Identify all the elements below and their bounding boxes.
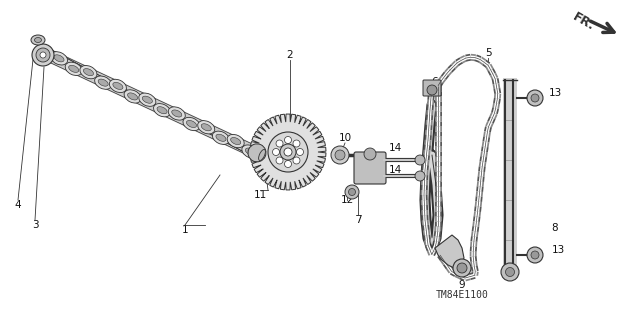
Circle shape	[501, 263, 519, 281]
Ellipse shape	[248, 144, 266, 162]
Ellipse shape	[54, 55, 64, 62]
Circle shape	[531, 94, 539, 102]
Circle shape	[345, 185, 359, 199]
Ellipse shape	[65, 62, 83, 76]
Ellipse shape	[230, 137, 241, 145]
Text: 4: 4	[15, 200, 21, 210]
Polygon shape	[45, 49, 271, 163]
Text: 8: 8	[552, 223, 558, 233]
Circle shape	[415, 171, 425, 181]
Ellipse shape	[68, 65, 79, 72]
Circle shape	[268, 132, 308, 172]
Circle shape	[457, 263, 467, 273]
Ellipse shape	[259, 150, 266, 160]
Ellipse shape	[186, 121, 196, 128]
Ellipse shape	[212, 131, 230, 145]
Ellipse shape	[227, 134, 244, 148]
Text: 11: 11	[253, 190, 267, 200]
Text: 9: 9	[459, 280, 465, 290]
Text: FR.: FR.	[570, 11, 596, 33]
Ellipse shape	[139, 93, 156, 106]
Circle shape	[427, 85, 437, 95]
Ellipse shape	[245, 148, 255, 155]
Ellipse shape	[80, 65, 97, 79]
Circle shape	[349, 189, 355, 196]
Ellipse shape	[124, 90, 141, 103]
Ellipse shape	[183, 117, 200, 131]
Circle shape	[284, 148, 292, 156]
Circle shape	[293, 157, 300, 164]
Ellipse shape	[127, 93, 138, 100]
Ellipse shape	[157, 107, 167, 114]
Text: 14: 14	[388, 143, 402, 153]
FancyBboxPatch shape	[354, 152, 386, 184]
Circle shape	[453, 259, 471, 277]
Ellipse shape	[32, 44, 54, 66]
Circle shape	[293, 140, 300, 147]
Circle shape	[364, 148, 376, 160]
Ellipse shape	[51, 52, 68, 65]
Ellipse shape	[83, 69, 93, 76]
Circle shape	[527, 90, 543, 106]
Text: 3: 3	[32, 220, 38, 230]
Ellipse shape	[36, 48, 50, 62]
Text: 2: 2	[287, 50, 293, 60]
Ellipse shape	[35, 38, 42, 42]
Ellipse shape	[95, 76, 112, 89]
Ellipse shape	[98, 79, 108, 86]
Ellipse shape	[31, 35, 45, 45]
Circle shape	[335, 150, 345, 160]
Text: 14: 14	[388, 165, 402, 175]
Ellipse shape	[168, 107, 186, 120]
Ellipse shape	[201, 124, 211, 131]
Ellipse shape	[172, 110, 182, 117]
Ellipse shape	[242, 145, 259, 158]
Circle shape	[285, 160, 291, 167]
Polygon shape	[435, 235, 464, 268]
Circle shape	[531, 251, 539, 259]
Text: 6: 6	[432, 77, 438, 87]
FancyBboxPatch shape	[423, 80, 441, 96]
Circle shape	[276, 140, 283, 147]
Ellipse shape	[40, 52, 46, 58]
Text: 5: 5	[484, 48, 492, 58]
Ellipse shape	[216, 134, 226, 141]
Ellipse shape	[154, 104, 171, 117]
Text: 7: 7	[355, 215, 362, 225]
Circle shape	[331, 146, 349, 164]
Text: TM84E1100: TM84E1100	[436, 290, 488, 300]
Text: 13: 13	[548, 88, 562, 98]
Text: 10: 10	[339, 133, 351, 143]
Ellipse shape	[113, 82, 123, 89]
Circle shape	[506, 268, 515, 277]
Circle shape	[276, 157, 283, 164]
Circle shape	[285, 137, 291, 144]
Polygon shape	[250, 114, 326, 190]
Circle shape	[273, 149, 280, 155]
Text: 13: 13	[552, 245, 564, 255]
Circle shape	[527, 247, 543, 263]
Ellipse shape	[109, 79, 127, 93]
Ellipse shape	[198, 121, 215, 134]
Ellipse shape	[142, 96, 152, 103]
Polygon shape	[503, 78, 517, 272]
Circle shape	[296, 149, 303, 155]
Text: 1: 1	[182, 225, 188, 235]
Circle shape	[415, 155, 425, 165]
Circle shape	[280, 144, 296, 160]
Text: 12: 12	[340, 195, 354, 205]
